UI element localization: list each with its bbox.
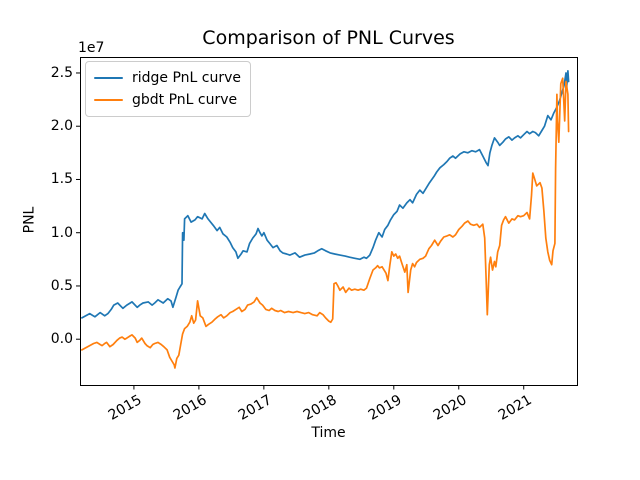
y-tick-label-1.5: 1.5	[50, 171, 73, 188]
legend: ridge PnL curve gbdt PnL curve	[85, 61, 252, 117]
y-tick-label-0.0: 0.0	[50, 331, 73, 348]
x-axis-label: Time	[311, 425, 346, 441]
y-tick-label-2.0: 2.0	[50, 118, 73, 135]
legend-label-ridge: ridge PnL curve	[132, 70, 242, 86]
ridge-line-swatch	[94, 76, 123, 80]
legend-entry-gbdt: gbdt PnL curve	[94, 89, 241, 111]
y-tick-label-0.5: 0.5	[50, 277, 73, 294]
gbdt-line-swatch	[94, 98, 123, 102]
series-line-ridge	[81, 69, 570, 319]
series-line-gbdt	[81, 77, 570, 369]
y-axis-offset-text: 1e7	[78, 40, 105, 56]
chart-title: Comparison of PNL Curves	[202, 27, 455, 49]
legend-entry-ridge: ridge PnL curve	[94, 67, 241, 89]
y-tick-label-1.0: 1.0	[50, 224, 73, 241]
legend-label-gbdt: gbdt PnL curve	[132, 92, 238, 108]
y-tick-label-2.5: 2.5	[50, 64, 73, 81]
